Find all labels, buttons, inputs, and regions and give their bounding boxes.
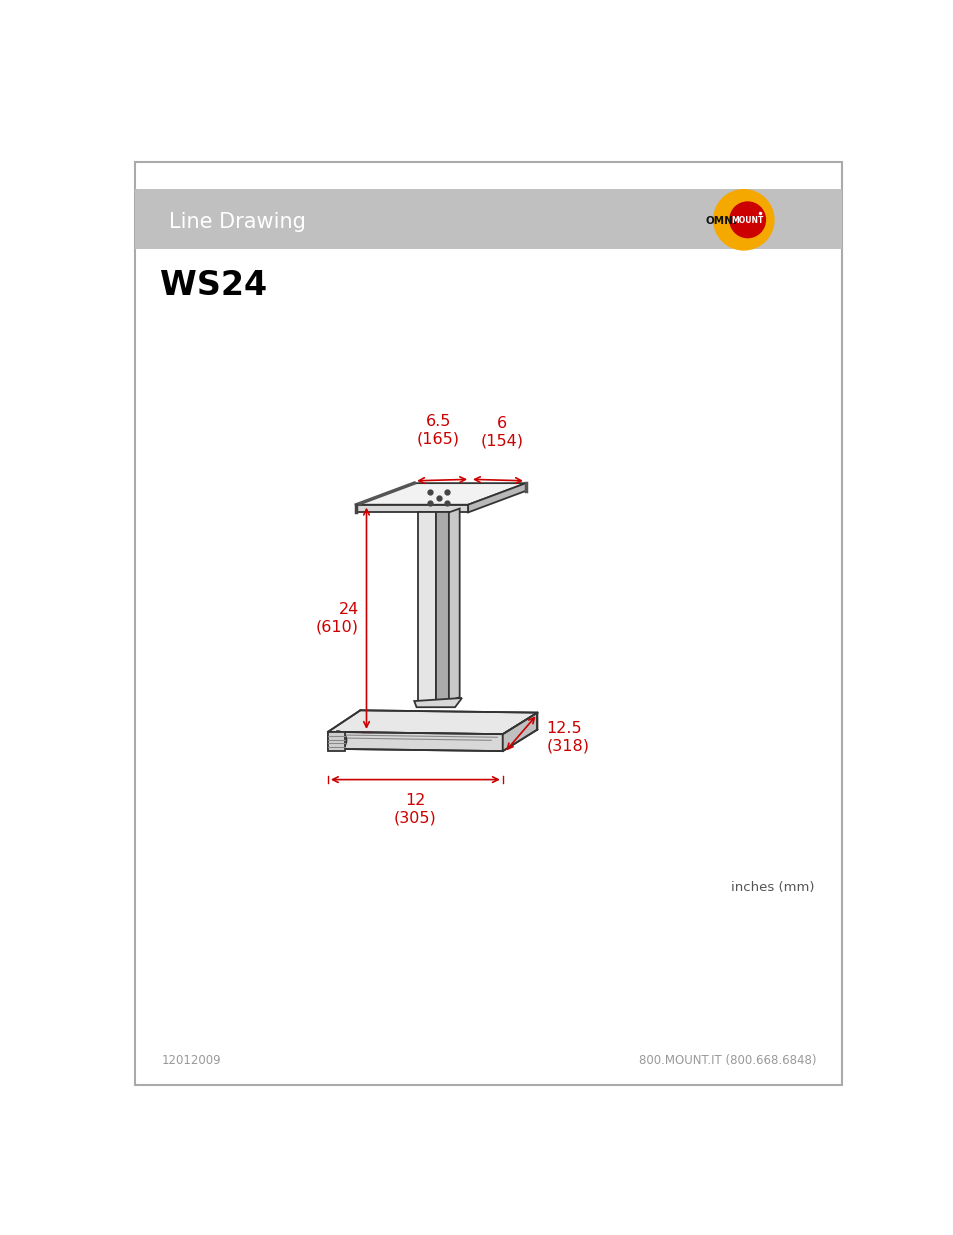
Text: MOUNT: MOUNT bbox=[731, 216, 763, 225]
Text: 12
(305): 12 (305) bbox=[394, 793, 436, 826]
Polygon shape bbox=[328, 732, 345, 751]
Polygon shape bbox=[356, 483, 525, 505]
Text: 6
(154): 6 (154) bbox=[479, 416, 523, 448]
Text: OMNI: OMNI bbox=[705, 216, 737, 226]
Text: 12012009: 12012009 bbox=[161, 1055, 221, 1067]
Bar bbox=[135, 189, 841, 249]
Text: 6.5
(165): 6.5 (165) bbox=[416, 414, 459, 446]
Polygon shape bbox=[436, 513, 449, 701]
Text: Line Drawing: Line Drawing bbox=[170, 212, 306, 232]
Polygon shape bbox=[449, 509, 459, 701]
Text: WS24: WS24 bbox=[160, 269, 267, 301]
Circle shape bbox=[712, 189, 774, 251]
Polygon shape bbox=[356, 505, 468, 513]
Text: 24
(610): 24 (610) bbox=[315, 603, 358, 635]
Circle shape bbox=[728, 201, 765, 238]
Polygon shape bbox=[417, 513, 436, 701]
Polygon shape bbox=[502, 713, 537, 751]
Polygon shape bbox=[328, 732, 502, 751]
Text: 12.5
(318): 12.5 (318) bbox=[546, 721, 589, 753]
Polygon shape bbox=[414, 698, 461, 708]
Text: inches (mm): inches (mm) bbox=[730, 881, 814, 894]
Polygon shape bbox=[328, 710, 537, 734]
Polygon shape bbox=[468, 483, 525, 513]
Text: 800.MOUNT.IT (800.668.6848): 800.MOUNT.IT (800.668.6848) bbox=[638, 1055, 816, 1067]
